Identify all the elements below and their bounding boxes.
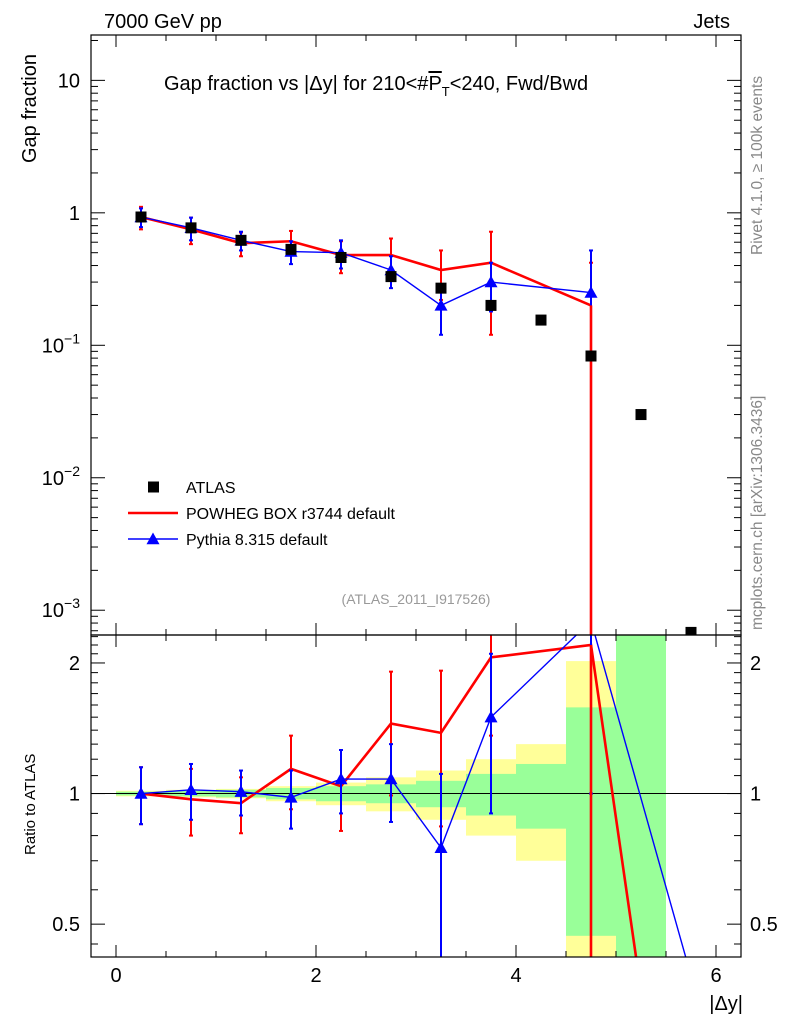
pythia-ratio-marker-2 — [234, 785, 248, 797]
pythia-main-marker-6 — [434, 298, 448, 311]
x-axis-title: |Δy| — [709, 993, 743, 1015]
legend-atlas-marker — [148, 481, 159, 493]
atlas-marker-8 — [535, 314, 547, 326]
ratio-y-tick-label-right: 2 — [750, 653, 761, 675]
atlas-marker-9 — [585, 350, 597, 362]
ratio-y-tick-label: 0.5 — [52, 914, 80, 936]
ratio-y-tick-label-right: 0.5 — [750, 914, 778, 936]
plot-title: Gap fraction vs |Δy| for 210<#PT<240, Fw… — [164, 73, 588, 99]
pythia-ratio-marker-6 — [434, 841, 448, 853]
process-label: Jets — [693, 11, 730, 33]
atlas-marker-10 — [635, 409, 647, 421]
main-panel-content — [134, 205, 697, 635]
pythia-main-marker-7 — [484, 275, 498, 288]
plot-axes: 0 2 4 6 10 1 10−1 10−2 10−3 0.5 0.5 1 1 2 2 — [42, 34, 778, 987]
ratio-y-tick-label: 2 — [69, 653, 80, 675]
x-tick-label: 0 — [110, 965, 121, 987]
legend-pythia-marker — [146, 532, 160, 545]
pythia-ratio-marker-5 — [384, 772, 398, 785]
main-y-tick-label: 10−1 — [42, 330, 80, 357]
analysis-id-label: (ATLAS_2011_I917526) — [342, 591, 491, 607]
main-y-tick-label: 10−2 — [42, 463, 80, 490]
mcplots-source-label: mcplots.cern.ch [arXiv:1306.3436] — [749, 396, 766, 630]
plot-title-main: Gap fraction vs |Δy| for 210<# — [164, 73, 429, 95]
x-tick-label: 6 — [710, 965, 721, 987]
atlas-marker-4 — [335, 251, 347, 263]
main-y-tick-label: 1 — [69, 203, 80, 225]
x-tick-label: 4 — [510, 965, 521, 987]
plot-title-pt: P — [428, 73, 441, 95]
atlas-marker-1 — [185, 222, 197, 234]
atlas-marker-3 — [285, 243, 297, 255]
ratio-y-tick-label: 1 — [69, 784, 80, 806]
rivet-version-label: Rivet 4.1.0, ≥ 100k events — [749, 76, 766, 255]
atlas-marker-7 — [485, 299, 497, 311]
atlas-marker-11 — [685, 626, 697, 635]
main-y-tick-label: 10−3 — [42, 595, 80, 622]
main-y-axis-title: Gap fraction — [19, 54, 41, 163]
green-band-8 — [516, 763, 566, 829]
energy-label: 7000 GeV pp — [104, 11, 222, 33]
ratio-y-axis-title: Ratio to ATLAS — [22, 754, 39, 855]
ratio-uncertainty-bands — [91, 635, 741, 957]
pythia-main-marker-8 — [584, 286, 598, 298]
pythia-ratio-marker-3 — [284, 790, 298, 803]
ratio-panel-content — [134, 635, 687, 957]
plot-title-sub: T — [442, 84, 450, 99]
atlas-marker-5 — [385, 271, 397, 283]
pythia-ratio-marker-7 — [484, 710, 498, 723]
legend-pythia-label: Pythia 8.315 default — [186, 532, 328, 549]
legend-powheg-label: POWHEG BOX r3744 default — [186, 506, 396, 523]
pythia-ratio-line — [140, 635, 687, 957]
pythia-main-line — [140, 216, 592, 307]
pythia-ratio-marker-4 — [334, 772, 348, 785]
atlas-marker-6 — [435, 282, 447, 294]
plot-title-end: <240, Fwd/Bwd — [450, 73, 588, 95]
pythia-ratio-marker-1 — [184, 783, 198, 796]
main-y-tick-label: 10 — [58, 70, 80, 92]
ratio-y-tick-label-right: 1 — [750, 784, 761, 806]
powheg-ratio-line — [140, 643, 638, 957]
x-tick-label: 2 — [310, 965, 321, 987]
legend: ATLAS POWHEG BOX r3744 default Pythia 8.31… — [128, 480, 396, 549]
pythia-ratio-marker-0 — [134, 787, 148, 799]
atlas-marker-2 — [235, 234, 247, 246]
atlas-marker-0 — [135, 211, 147, 223]
legend-atlas-label: ATLAS — [186, 480, 236, 497]
